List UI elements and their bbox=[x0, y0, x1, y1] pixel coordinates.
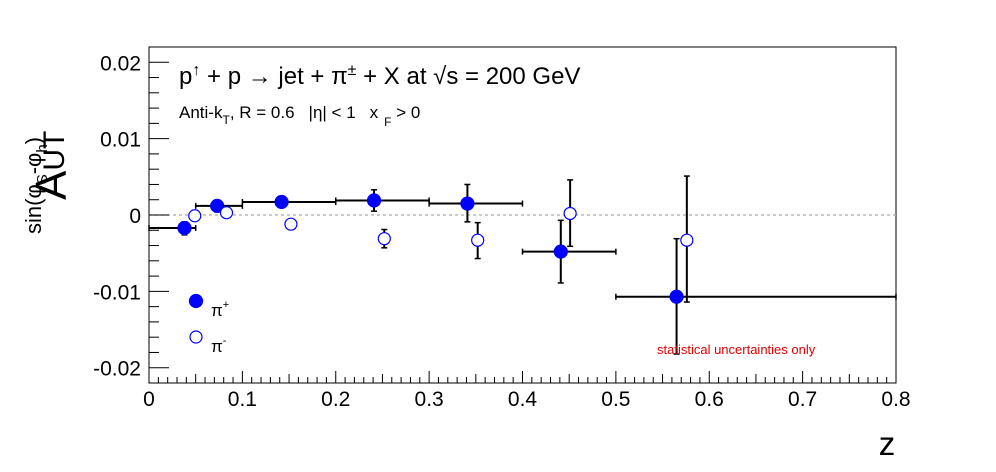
data-point-pi-plus bbox=[553, 244, 568, 259]
legend-label-pi-plus: π+ bbox=[211, 299, 229, 320]
series-layer bbox=[148, 175, 897, 355]
x-tick-label: 0.4 bbox=[508, 388, 538, 411]
data-point-pi-plus bbox=[669, 289, 684, 304]
legend-label-pi-minus: π- bbox=[211, 335, 227, 356]
x-tick-label: 0.1 bbox=[228, 388, 257, 411]
y-tick-label: 0 bbox=[129, 205, 141, 228]
legend: π+ π- bbox=[188, 293, 229, 356]
svg-text:sin(φS-φh): sin(φS-φh) bbox=[21, 137, 51, 234]
y-tick-label: 0.02 bbox=[100, 52, 141, 75]
data-point-pi-minus bbox=[188, 209, 202, 223]
data-point-pi-minus bbox=[377, 232, 391, 246]
data-point-pi-minus bbox=[563, 206, 577, 221]
data-point-pi-minus bbox=[680, 233, 694, 247]
x-tick-label: 0 bbox=[143, 388, 155, 411]
tick-labels: 0 0.1 0.2 0.3 0.4 0.5 0.6 0.7 0.8 -0.02 -0.01 0 0.01… bbox=[93, 52, 910, 411]
svg-text:AUT: AUT bbox=[27, 131, 76, 200]
x-tick-label: 0.5 bbox=[601, 388, 630, 411]
legend-marker-pi-minus bbox=[189, 330, 203, 344]
data-point-pi-minus bbox=[284, 217, 298, 231]
data-point-pi-minus bbox=[471, 233, 485, 247]
data-point-pi-plus bbox=[177, 220, 192, 236]
axis-ticks bbox=[148, 46, 897, 384]
x-tick-label: 0.2 bbox=[321, 388, 350, 411]
y-tick-label: 0.01 bbox=[100, 129, 141, 152]
chart-title: p↑ + p → jet + π± + X at √s = 200 GeV bbox=[179, 62, 580, 90]
y-tick-label: -0.02 bbox=[93, 358, 141, 381]
data-point-pi-plus bbox=[366, 193, 382, 208]
x-tick-label: 0.8 bbox=[881, 388, 910, 411]
x-axis-title: z bbox=[879, 425, 896, 462]
legend-marker-pi-plus bbox=[188, 293, 204, 309]
annotation-statistical: statistical uncertainties only bbox=[657, 342, 816, 357]
x-tick-label: 0.3 bbox=[415, 388, 444, 411]
data-point-pi-plus bbox=[460, 196, 475, 211]
data-point-pi-minus bbox=[219, 206, 234, 220]
y-tick-label: -0.01 bbox=[93, 281, 141, 304]
y-axis-title: AUT sin(φS-φh) bbox=[21, 131, 76, 234]
data-point-pi-plus bbox=[210, 198, 225, 213]
data-point-pi-plus bbox=[274, 194, 289, 210]
x-tick-label: 0.7 bbox=[788, 388, 817, 411]
x-tick-label: 0.6 bbox=[695, 388, 724, 411]
